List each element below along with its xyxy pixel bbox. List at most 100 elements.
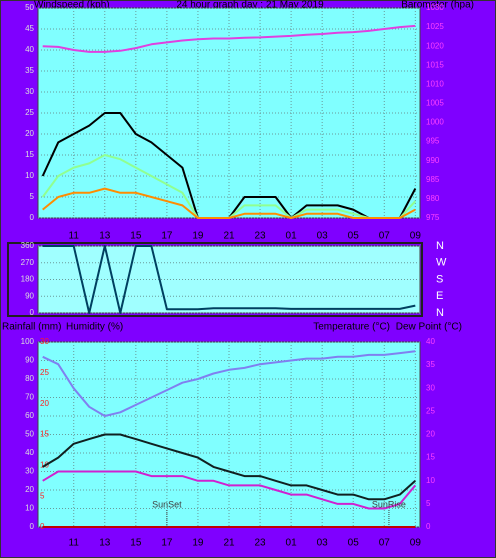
y-tick-label: 50 (25, 430, 34, 439)
series-label: Temperature (°C) (313, 322, 390, 333)
y2-tick-label: N (436, 307, 444, 319)
series-line (42, 24, 416, 53)
x-tick-label: 11 (69, 231, 80, 242)
y-tick-label: 90 (25, 356, 34, 365)
y2-tick-label: 975 (426, 213, 440, 222)
y2-tick-label: 10 (426, 476, 435, 485)
y2-tick-label: 1030 (426, 3, 444, 12)
series-line (42, 470, 417, 510)
x-tick-label: 03 (317, 538, 329, 549)
x-tick-label: 05 (348, 231, 360, 242)
y-tick-label: 15 (25, 150, 34, 159)
y-tick-label: 180 (21, 275, 35, 284)
y-tick-label: 45 (25, 24, 34, 33)
y-tick-label: 25 (25, 108, 34, 117)
series-label: Dew Point (°C) (396, 322, 462, 333)
y3-tick-label: 20 (40, 399, 49, 408)
y2-tick-label: 5 (426, 499, 431, 508)
y-tick-label: 35 (25, 66, 34, 75)
y-tick-label: 40 (25, 448, 34, 457)
y2-tick-label: 1005 (426, 99, 444, 108)
y3-tick-label: 30 (40, 337, 49, 346)
chart-title: 24 hour graph day : 21 May 2019 (176, 0, 324, 11)
y2-tick-label: 25 (426, 406, 435, 415)
y2-tick-label: 0 (426, 522, 431, 531)
series-line (42, 187, 416, 219)
series-line (42, 350, 416, 417)
y2-tick-label: E (436, 290, 443, 302)
y2-tick-label: S (436, 273, 443, 285)
annotation-label: SunSet (152, 499, 182, 509)
y-tick-label: 30 (25, 87, 34, 96)
y-tick-label: 5 (30, 192, 35, 201)
y3-tick-label: 25 (40, 368, 49, 377)
y2-tick-label: 990 (426, 156, 440, 165)
y2-tick-label: 20 (426, 430, 435, 439)
series-label: Humidity (%) (66, 322, 123, 333)
y3-tick-label: 5 (40, 491, 45, 500)
y2-tick-label: 1025 (426, 22, 444, 31)
y-tick-label: 50 (25, 3, 34, 12)
panel-frame (7, 242, 423, 317)
barometer-axis-title: Barometer (hpa) (401, 0, 474, 11)
y-tick-label: 40 (25, 45, 34, 54)
y-tick-label: 0 (30, 522, 35, 531)
y2-tick-label: 30 (426, 383, 435, 392)
y2-tick-label: 40 (426, 337, 435, 346)
y2-tick-label: 15 (426, 453, 435, 462)
y2-tick-label: 1020 (426, 41, 444, 50)
y2-tick-label: 995 (426, 137, 440, 146)
y2-tick-label: 985 (426, 175, 440, 184)
x-tick-label: 13 (99, 538, 111, 549)
y-tick-label: 270 (21, 258, 35, 267)
y2-tick-label: W (436, 257, 447, 269)
x-tick-label: 09 (410, 231, 422, 242)
x-tick-label: 23 (254, 538, 266, 549)
y-tick-label: 360 (21, 241, 35, 250)
y2-tick-label: 1010 (426, 79, 444, 88)
y-tick-label: 30 (25, 467, 34, 476)
series-line (42, 433, 416, 501)
y-tick-label: 90 (25, 291, 34, 300)
y-tick-label: 10 (25, 504, 34, 513)
y-tick-label: 100 (21, 337, 35, 346)
y-tick-label: 80 (25, 374, 34, 383)
series-label: Rainfall (mm) (2, 322, 61, 333)
x-tick-label: 05 (348, 538, 360, 549)
y-tick-label: 70 (25, 393, 34, 402)
x-tick-label: 01 (286, 231, 298, 242)
y-tick-label: 0 (30, 308, 35, 317)
annotation-label: SunRise (372, 499, 406, 509)
x-tick-label: 17 (161, 538, 173, 549)
y3-tick-label: 15 (40, 430, 49, 439)
x-tick-label: 15 (130, 231, 142, 242)
x-tick-label: 13 (99, 231, 111, 242)
y-tick-label: 60 (25, 411, 34, 420)
y2-tick-label: 1000 (426, 118, 444, 127)
y2-tick-label: 35 (426, 360, 435, 369)
x-tick-label: 07 (379, 538, 391, 549)
y-tick-label: 0 (30, 213, 35, 222)
y2-tick-label: 980 (426, 194, 440, 203)
x-tick-label: 21 (223, 538, 235, 549)
x-tick-label: 19 (192, 231, 204, 242)
x-tick-label: 17 (161, 231, 173, 242)
x-tick-label: 03 (317, 231, 329, 242)
x-tick-label: 09 (410, 538, 422, 549)
y2-tick-label: 1015 (426, 60, 444, 69)
y2-tick-label: N (436, 240, 444, 252)
x-tick-label: 01 (286, 538, 298, 549)
x-tick-label: 19 (192, 538, 204, 549)
x-tick-label: 11 (69, 538, 80, 549)
x-tick-label: 07 (379, 231, 391, 242)
y-tick-label: 20 (25, 485, 34, 494)
series-line (42, 245, 416, 314)
y3-tick-label: 0 (40, 522, 45, 531)
y-tick-label: 10 (25, 171, 34, 180)
y-tick-label: 20 (25, 129, 34, 138)
x-tick-label: 21 (223, 231, 235, 242)
x-tick-label: 23 (254, 231, 266, 242)
x-tick-label: 15 (130, 538, 142, 549)
wind-axis-title: Windspeed (kph) (34, 0, 110, 11)
